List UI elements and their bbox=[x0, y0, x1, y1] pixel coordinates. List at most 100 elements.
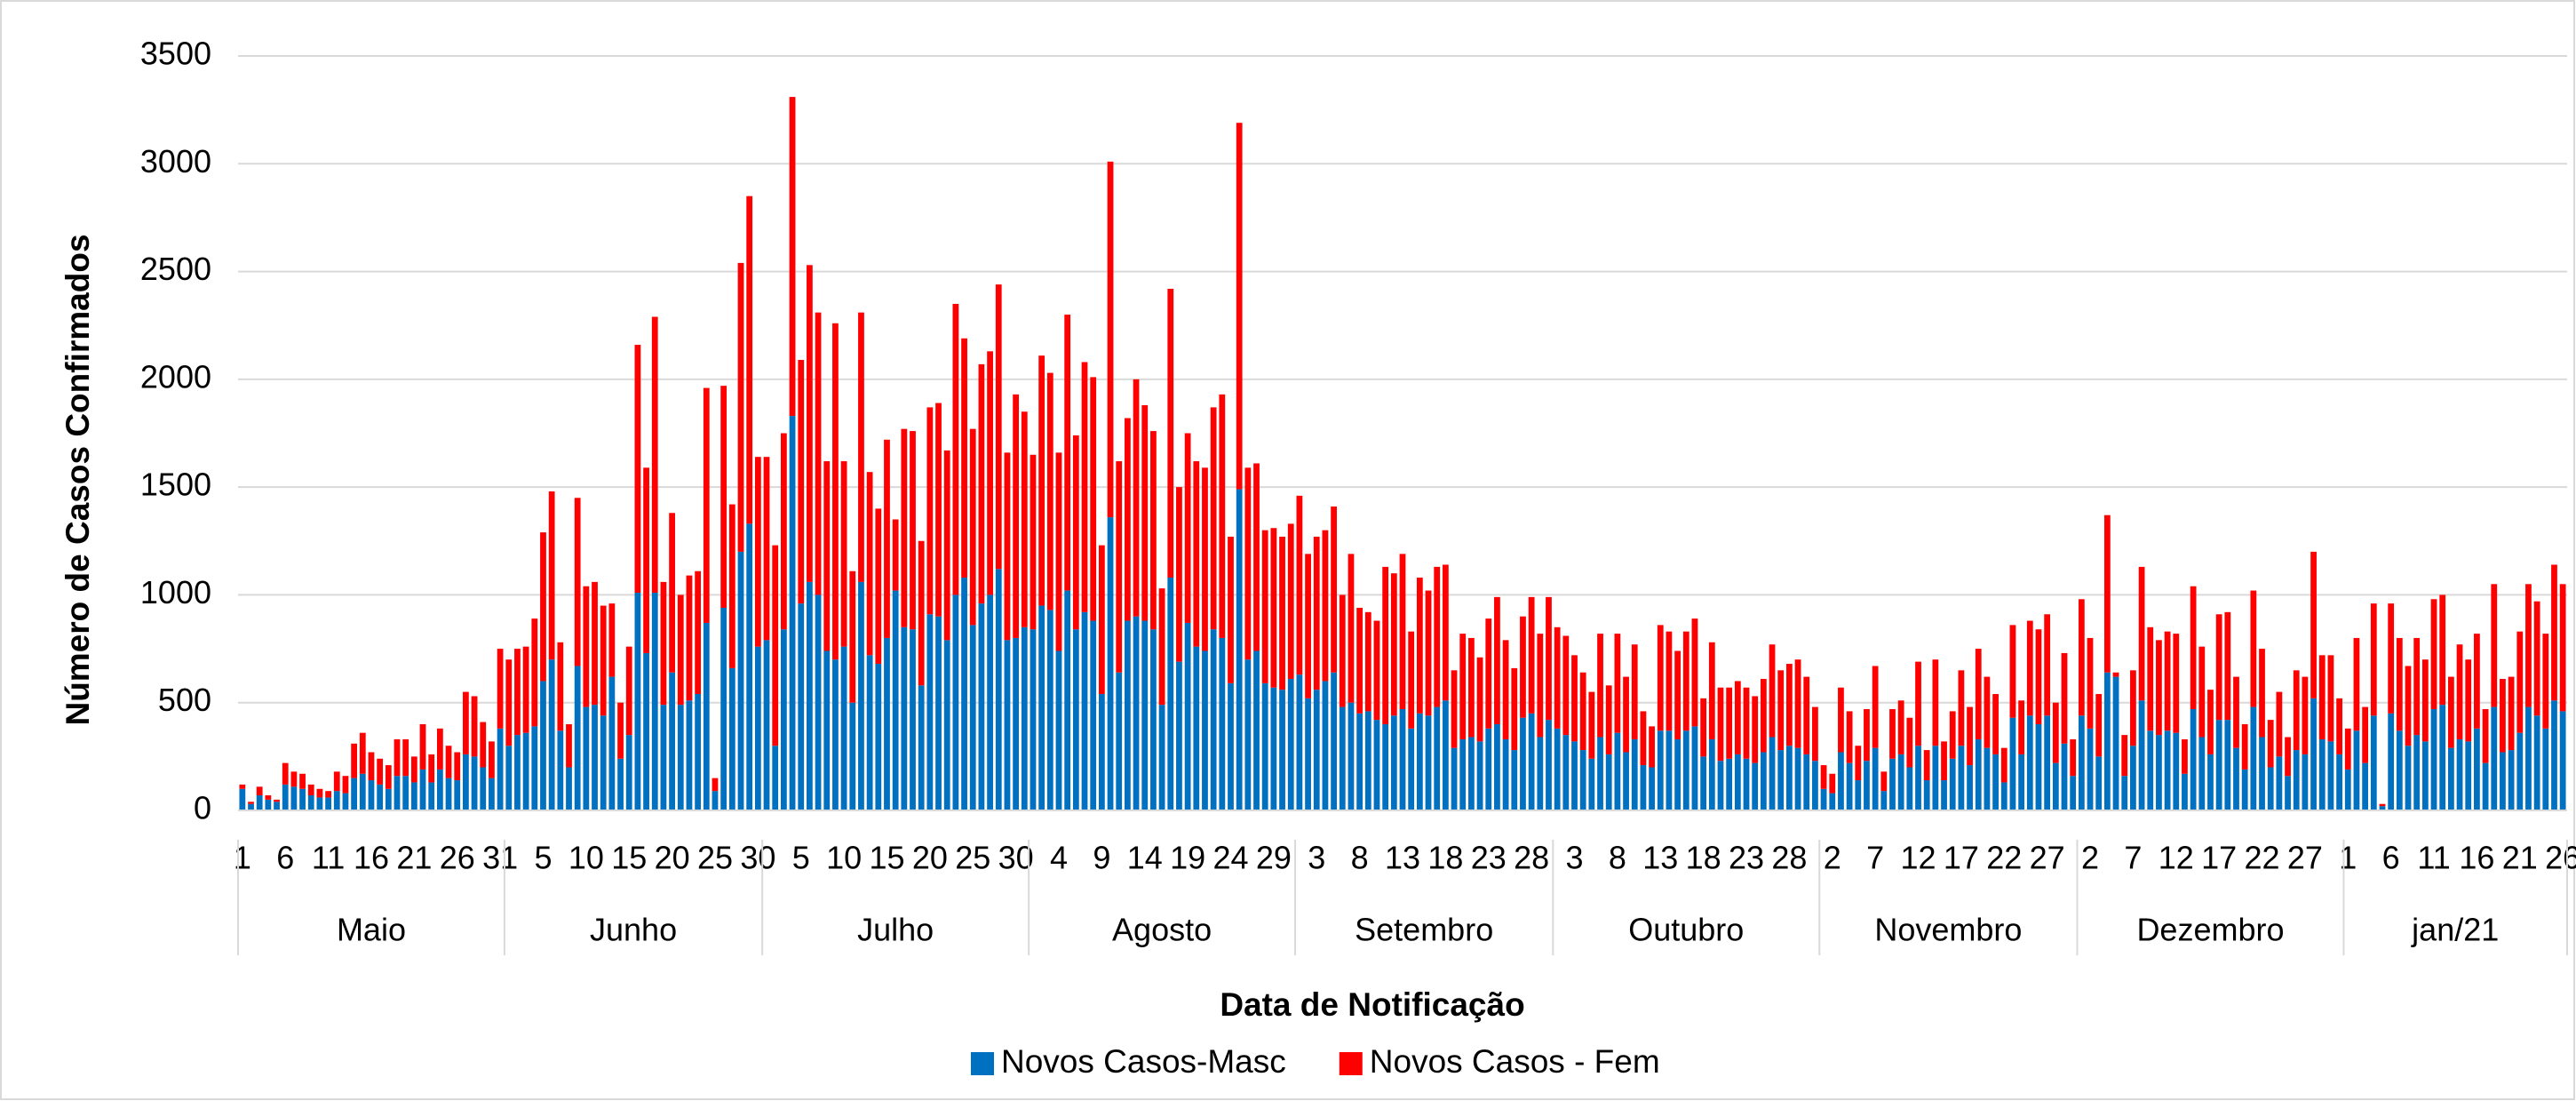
bar-segment bbox=[2121, 776, 2128, 810]
bar-segment bbox=[910, 629, 916, 810]
bar-segment bbox=[1167, 578, 1174, 810]
y-tick-label: 2500 bbox=[140, 251, 211, 287]
bar-segment bbox=[2215, 614, 2222, 721]
bar-segment bbox=[2215, 720, 2222, 810]
bar-segment bbox=[2241, 723, 2248, 770]
bar-segment bbox=[1777, 750, 1785, 810]
bar-segment bbox=[1554, 626, 1561, 729]
group-label: Maio bbox=[337, 912, 406, 948]
bar-segment bbox=[2138, 700, 2145, 810]
bar-segment bbox=[2456, 644, 2463, 739]
bar-segment bbox=[2276, 756, 2283, 810]
bar-segment bbox=[2482, 708, 2489, 763]
bar-segment bbox=[952, 303, 959, 595]
bar-segment bbox=[1855, 780, 1862, 810]
bar-segment bbox=[540, 681, 546, 810]
bar-segment bbox=[1554, 728, 1561, 810]
bar-segment bbox=[798, 603, 805, 810]
bar-segment bbox=[1992, 694, 1999, 754]
x-tick-label: 8 bbox=[1609, 840, 1626, 876]
bar-segment bbox=[1623, 752, 1629, 810]
bar-segment bbox=[2318, 738, 2326, 810]
bar-segment bbox=[789, 97, 796, 417]
bar-segment bbox=[1975, 738, 1982, 810]
bar-segment bbox=[265, 799, 272, 810]
bar-segment bbox=[1494, 723, 1500, 810]
group-label: Julho bbox=[857, 912, 934, 948]
bar-segment bbox=[256, 786, 263, 796]
bar-segment bbox=[2276, 691, 2283, 757]
bar-segment bbox=[1382, 723, 1389, 810]
x-tick-label: 13 bbox=[1385, 840, 1420, 876]
bar-segment bbox=[1485, 728, 1492, 810]
bar-segment bbox=[1691, 618, 1698, 727]
bar-segment bbox=[1416, 713, 1423, 810]
bar-segment bbox=[514, 649, 521, 736]
bar-segment bbox=[1150, 431, 1157, 630]
y-tick-label: 3000 bbox=[140, 143, 211, 180]
bar-segment bbox=[333, 771, 340, 792]
x-tick-label: 21 bbox=[2502, 840, 2538, 876]
bar-segment bbox=[1476, 741, 1483, 810]
bar-segment bbox=[2070, 776, 2077, 810]
bar-segment bbox=[798, 360, 805, 604]
bar-segment bbox=[2482, 762, 2489, 810]
bar-segment bbox=[1364, 711, 1371, 810]
bar-segment bbox=[1494, 596, 1500, 724]
y-axis-title: Número de Casos Confirmados bbox=[60, 234, 96, 725]
bar-segment bbox=[2173, 732, 2180, 810]
bar-segment bbox=[557, 730, 564, 810]
bar-segment bbox=[1228, 682, 1234, 810]
x-tick-label: 3 bbox=[1565, 840, 1583, 876]
bar-segment bbox=[1339, 706, 1346, 810]
bar-segment bbox=[1984, 747, 1991, 810]
bar-segment bbox=[1967, 706, 1973, 766]
bar-segment bbox=[1502, 640, 1509, 739]
bar-segment bbox=[256, 795, 263, 810]
bar-segment bbox=[1657, 625, 1664, 731]
bar-segment bbox=[643, 467, 649, 653]
bar-segment bbox=[274, 799, 280, 802]
bar-segment bbox=[2508, 750, 2515, 810]
bar-segment bbox=[2000, 782, 2008, 810]
bar-segment bbox=[1313, 690, 1320, 810]
bar-segment bbox=[2430, 708, 2437, 810]
x-tick-label: 20 bbox=[912, 840, 948, 876]
bar-segment bbox=[445, 746, 452, 778]
bar-segment bbox=[2447, 676, 2454, 748]
bar-segment bbox=[1949, 711, 1956, 759]
bar-segment bbox=[1072, 629, 1079, 810]
bar-segment bbox=[634, 593, 641, 810]
bar-segment bbox=[875, 664, 882, 810]
bar-segment bbox=[2044, 715, 2051, 810]
bar-segment bbox=[2336, 698, 2342, 754]
bar-segment bbox=[463, 754, 469, 810]
bar-segment bbox=[1081, 362, 1088, 612]
bar-segment bbox=[625, 735, 632, 810]
bar-segment bbox=[351, 778, 358, 810]
bar-segment bbox=[1708, 642, 1715, 739]
bar-segment bbox=[987, 594, 993, 810]
bar-segment bbox=[1794, 747, 1801, 810]
bar-segment bbox=[892, 590, 899, 810]
bar-segment bbox=[1184, 622, 1191, 810]
y-tick-label: 1000 bbox=[140, 574, 211, 610]
bar-segment bbox=[1880, 791, 1888, 810]
bar-segment bbox=[815, 594, 822, 810]
bar-segment bbox=[720, 607, 727, 810]
bar-segment bbox=[1382, 566, 1389, 724]
bar-segment bbox=[1546, 596, 1552, 721]
x-tick-label: 30 bbox=[998, 840, 1034, 876]
bar-segment bbox=[884, 439, 890, 638]
bar-segment bbox=[686, 575, 693, 701]
bar-segment bbox=[2500, 752, 2506, 810]
bar-segment bbox=[1734, 754, 1741, 810]
bar-segment bbox=[2112, 672, 2119, 677]
bar-segment bbox=[1399, 708, 1406, 810]
bar-segment bbox=[1158, 588, 1165, 706]
bar-segment bbox=[1958, 746, 1965, 810]
bar-segment bbox=[2087, 728, 2094, 810]
bar-segment bbox=[935, 403, 942, 617]
